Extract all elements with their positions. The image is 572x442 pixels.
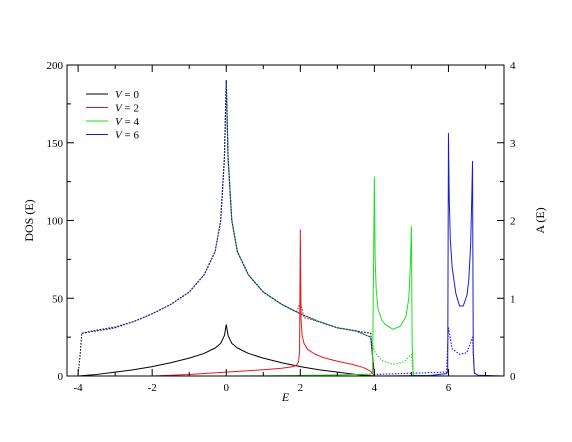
series-line-solid-V2 — [152, 229, 375, 377]
series-line-solid-V6 — [374, 132, 505, 377]
legend-entry: V = 0 — [115, 89, 139, 101]
legend-value: = 2 — [122, 103, 139, 115]
ticks-layer: -4 -2 0 2 4 6 0 50 100 150 200 0 1 2 3 4 — [47, 60, 517, 394]
legend-value: = 4 — [122, 116, 140, 128]
y-axis-title-left: DOS (E) — [22, 199, 36, 241]
legend-var: V — [115, 116, 123, 128]
x-tick-label: -2 — [148, 382, 157, 394]
y-tick-label-left: 50 — [52, 293, 64, 305]
legend-entry: V = 6 — [115, 130, 139, 142]
y-tick-label-right: 1 — [510, 293, 516, 305]
series-line-dotted-V4 — [81, 83, 414, 377]
y-tick-label-right: 2 — [510, 216, 516, 228]
x-axis-title: E — [281, 390, 290, 404]
legend-value: = 0 — [122, 89, 140, 101]
y-tick-label-left: 150 — [47, 138, 64, 150]
legend-var: V — [115, 103, 123, 115]
legend-entry: V = 4 — [115, 116, 139, 128]
y-tick-label-right: 0 — [510, 371, 516, 383]
legend-entry: V = 2 — [115, 103, 139, 115]
legend: V = 0V = 2V = 4V = 6 — [86, 89, 139, 142]
y-tick-label-right: 3 — [510, 138, 516, 150]
series-line-solid-V0 — [78, 324, 375, 377]
x-tick-label: 6 — [446, 382, 452, 394]
x-tick-label: 4 — [372, 382, 378, 394]
y-tick-label-left: 0 — [58, 371, 64, 383]
legend-var: V — [115, 130, 123, 142]
series-line-solid-V4 — [226, 176, 449, 377]
x-tick-label: -4 — [74, 382, 84, 394]
y-tick-label-left: 100 — [47, 216, 64, 228]
y-axis-title-right: A (E) — [533, 207, 547, 233]
series-line-dotted-V6 — [81, 80, 475, 375]
legend-value: = 6 — [122, 130, 140, 142]
x-tick-label: 0 — [223, 382, 229, 394]
series-layer — [77, 80, 505, 377]
x-tick-label: 2 — [298, 382, 304, 394]
y-tick-label-left: 200 — [47, 60, 64, 72]
legend-var: V — [115, 89, 123, 101]
y-tick-label-right: 4 — [510, 60, 516, 72]
